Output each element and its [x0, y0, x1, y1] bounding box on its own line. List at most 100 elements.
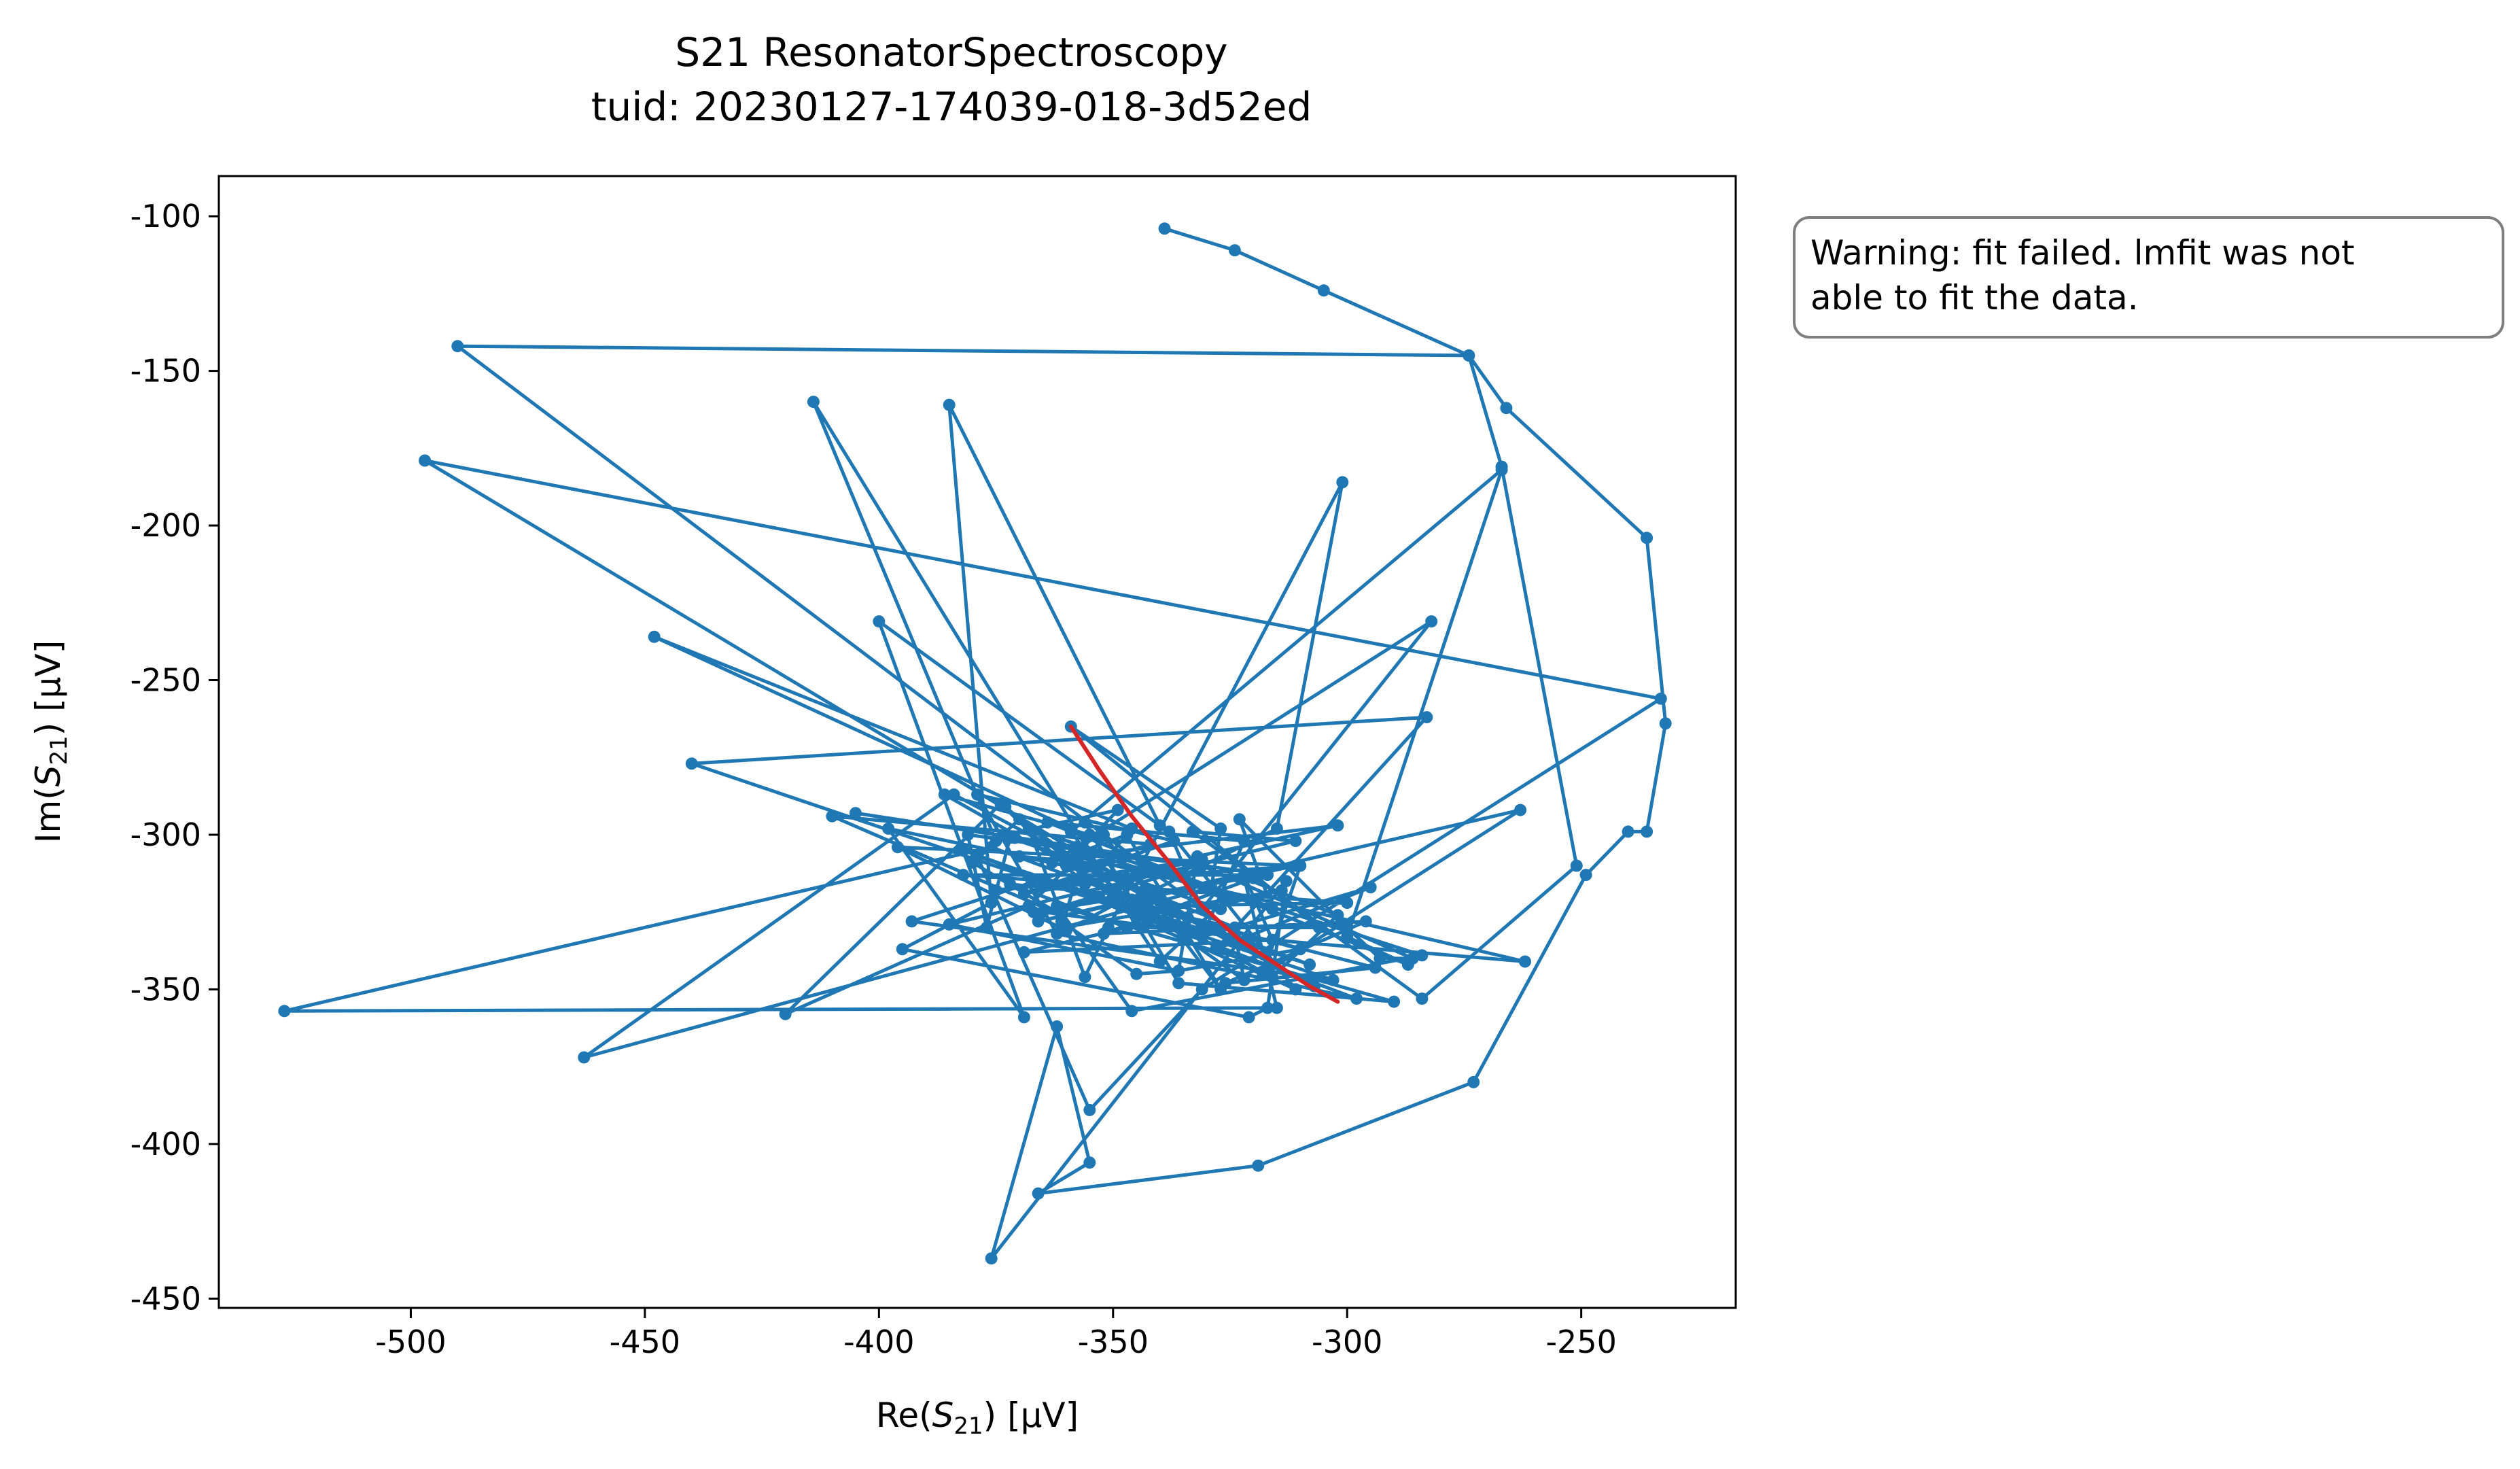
data-point	[990, 884, 1002, 897]
data-point	[1083, 829, 1096, 841]
y-axis-label-prefix: Im(	[29, 787, 68, 843]
data-point	[1064, 825, 1077, 838]
y-tick-label: -200	[130, 507, 201, 544]
data-point	[1350, 992, 1363, 1005]
data-point	[1228, 244, 1241, 257]
data-point	[873, 615, 886, 628]
data-point	[1336, 476, 1349, 489]
data-point	[1257, 967, 1270, 980]
data-point	[1270, 822, 1283, 835]
data-point	[1238, 871, 1250, 884]
y-tick-label: -250	[130, 662, 201, 699]
data-point	[1416, 992, 1429, 1005]
data-point	[1303, 958, 1316, 971]
data-point	[1467, 1075, 1480, 1088]
data-point	[1158, 899, 1171, 912]
data-point	[1331, 909, 1344, 922]
data-point	[1420, 711, 1433, 724]
data-point	[1060, 859, 1072, 872]
y-axis-label-subscript: 21	[46, 736, 73, 765]
data-point	[962, 829, 975, 841]
data-point	[1514, 803, 1527, 816]
data-point	[938, 788, 951, 801]
data-point	[1495, 460, 1508, 473]
x-axis-label-suffix: ) [µV]	[983, 1396, 1079, 1435]
data-point	[1425, 615, 1438, 628]
data-point	[1135, 899, 1148, 912]
data-point	[1013, 813, 1026, 826]
y-tick-label: -350	[130, 971, 201, 1007]
data-point	[1312, 921, 1325, 934]
data-point	[1027, 905, 1040, 918]
data-point	[999, 801, 1012, 813]
data-point	[1130, 869, 1143, 882]
data-point	[1463, 349, 1475, 362]
data-point	[1172, 965, 1185, 978]
data-point	[1195, 931, 1208, 944]
data-point	[1659, 717, 1672, 730]
plot-area	[217, 175, 1737, 1309]
y-tick-label: -150	[130, 353, 201, 390]
y-axis: -100 -150 -200 -250 -300 -350 -400 -450	[130, 198, 219, 1317]
data-point	[1266, 903, 1278, 916]
data-point	[1388, 995, 1401, 1008]
data-point	[1022, 822, 1035, 835]
data-point	[1219, 893, 1232, 906]
data-point	[1416, 949, 1429, 962]
fit-warning-frame	[1793, 216, 2504, 339]
data-point	[1004, 878, 1017, 891]
data-point	[1051, 1020, 1064, 1033]
data-point	[985, 897, 998, 910]
data-point	[1270, 1001, 1283, 1014]
data-point	[1069, 841, 1082, 854]
x-tick-label: -500	[375, 1324, 446, 1360]
data-point	[779, 1007, 792, 1020]
x-tick-label: -300	[1312, 1324, 1382, 1360]
data-point	[1294, 943, 1307, 956]
data-point	[1079, 816, 1091, 829]
data-point	[1017, 946, 1030, 958]
data-point	[1238, 835, 1250, 848]
data-point	[648, 630, 661, 643]
data-point	[1153, 865, 1166, 878]
data-point	[1327, 973, 1340, 986]
data-point	[1051, 899, 1064, 912]
data-point	[1130, 967, 1143, 980]
y-axis-label-variable: S	[29, 765, 68, 787]
data-point	[1102, 921, 1115, 934]
data-point	[971, 850, 983, 863]
data-point	[943, 398, 956, 411]
fit-curve-line	[1068, 724, 1340, 1004]
data-point	[1135, 891, 1148, 903]
data-point	[1252, 1159, 1265, 1172]
data-point	[957, 844, 970, 857]
data-point	[1191, 850, 1204, 863]
data-point	[807, 396, 820, 409]
x-tick-label: -350	[1078, 1324, 1149, 1360]
data-point	[1172, 921, 1185, 934]
data-point	[1041, 816, 1054, 829]
data-point	[1219, 977, 1232, 990]
data-point	[1153, 955, 1166, 968]
data-point	[1359, 915, 1372, 928]
y-axis-label-suffix: ) [µV]	[29, 640, 68, 736]
data-point	[1046, 856, 1059, 869]
data-point	[1017, 887, 1030, 900]
data-point	[1369, 961, 1382, 974]
data-point	[943, 918, 956, 931]
data-point	[1500, 402, 1513, 415]
data-point	[1093, 891, 1106, 903]
data-point	[1079, 971, 1091, 984]
x-axis-label-variable: S	[932, 1396, 954, 1435]
data-point	[1266, 933, 1278, 946]
data-point	[1341, 921, 1354, 934]
data-point	[1266, 971, 1278, 984]
y-tick-label: -400	[130, 1126, 201, 1162]
data-point	[1294, 859, 1307, 872]
y-tick-label: -450	[130, 1280, 201, 1317]
data-point	[985, 841, 998, 854]
data-point	[1214, 822, 1227, 835]
data-point	[1121, 921, 1134, 934]
data-point	[278, 1005, 291, 1018]
data-point	[826, 810, 839, 823]
